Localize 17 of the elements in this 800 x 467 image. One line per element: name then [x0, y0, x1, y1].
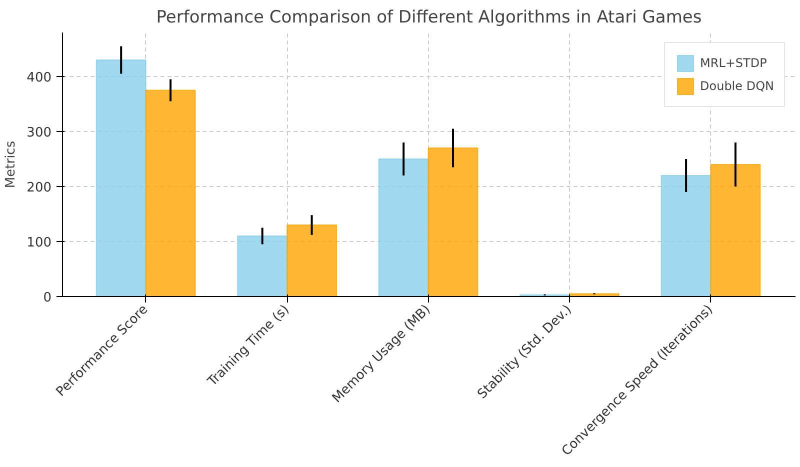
bar: [145, 90, 196, 296]
chart-title: Performance Comparison of Different Algorithms in Atari Games: [156, 8, 702, 28]
bar: [96, 60, 146, 296]
y-tick-label: 0: [43, 290, 52, 306]
legend-label: Double DQN: [700, 79, 774, 93]
y-tick-label: 100: [26, 236, 52, 250]
bar: [428, 148, 478, 296]
bar: [660, 175, 712, 296]
bar: [710, 164, 761, 296]
y-tick-label: 400: [26, 70, 52, 86]
legend-label: MRL+STDP: [700, 56, 767, 70]
y-axis-title: Metrics: [4, 140, 19, 188]
bar: [237, 236, 288, 296]
y-tick-label: 300: [26, 126, 52, 140]
y-tick-label: 200: [26, 180, 52, 196]
bar: [286, 224, 337, 296]
bar: [378, 158, 429, 296]
